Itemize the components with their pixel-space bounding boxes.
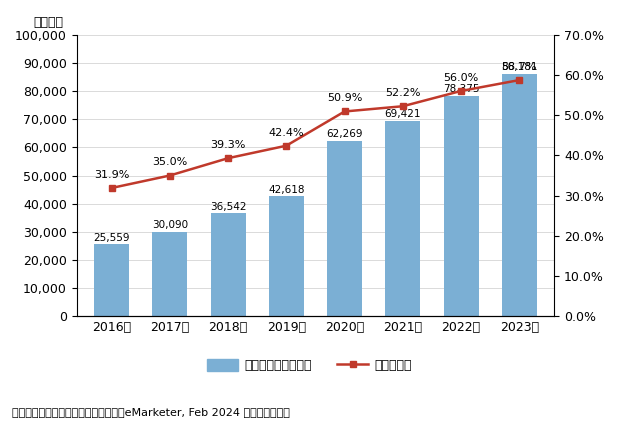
Text: 86,181: 86,181: [501, 62, 537, 72]
Text: 58.7%: 58.7%: [501, 62, 537, 72]
Text: 50.9%: 50.9%: [327, 93, 362, 104]
Bar: [444, 95, 478, 317]
Text: 出所：総務省「家計消費状況調査」、eMarketer, Feb 2024 等に基づき推計: 出所：総務省「家計消費状況調査」、eMarketer, Feb 2024 等に基…: [12, 408, 290, 417]
Legend: スマホ経由市場規模, スマホ比率: スマホ経由市場規模, スマホ比率: [202, 354, 417, 377]
Bar: [210, 213, 246, 317]
Text: 42,618: 42,618: [268, 184, 305, 195]
Text: 36,542: 36,542: [210, 202, 246, 212]
Bar: [502, 74, 537, 317]
Text: 69,421: 69,421: [384, 109, 421, 119]
Text: 52.2%: 52.2%: [385, 88, 420, 98]
Text: 78,375: 78,375: [443, 84, 479, 94]
Text: （億円）: （億円）: [33, 16, 64, 29]
Text: 62,269: 62,269: [326, 129, 363, 139]
Text: 56.0%: 56.0%: [443, 73, 478, 83]
Text: 35.0%: 35.0%: [152, 158, 188, 167]
Bar: [386, 121, 420, 317]
Text: 25,559: 25,559: [93, 233, 130, 243]
Text: 30,090: 30,090: [152, 220, 188, 230]
Bar: [327, 141, 362, 317]
Text: 39.3%: 39.3%: [210, 140, 246, 150]
Text: 42.4%: 42.4%: [269, 128, 304, 138]
Bar: [269, 196, 304, 317]
Text: 31.9%: 31.9%: [94, 170, 129, 180]
Bar: [152, 232, 188, 317]
Bar: [94, 245, 129, 317]
